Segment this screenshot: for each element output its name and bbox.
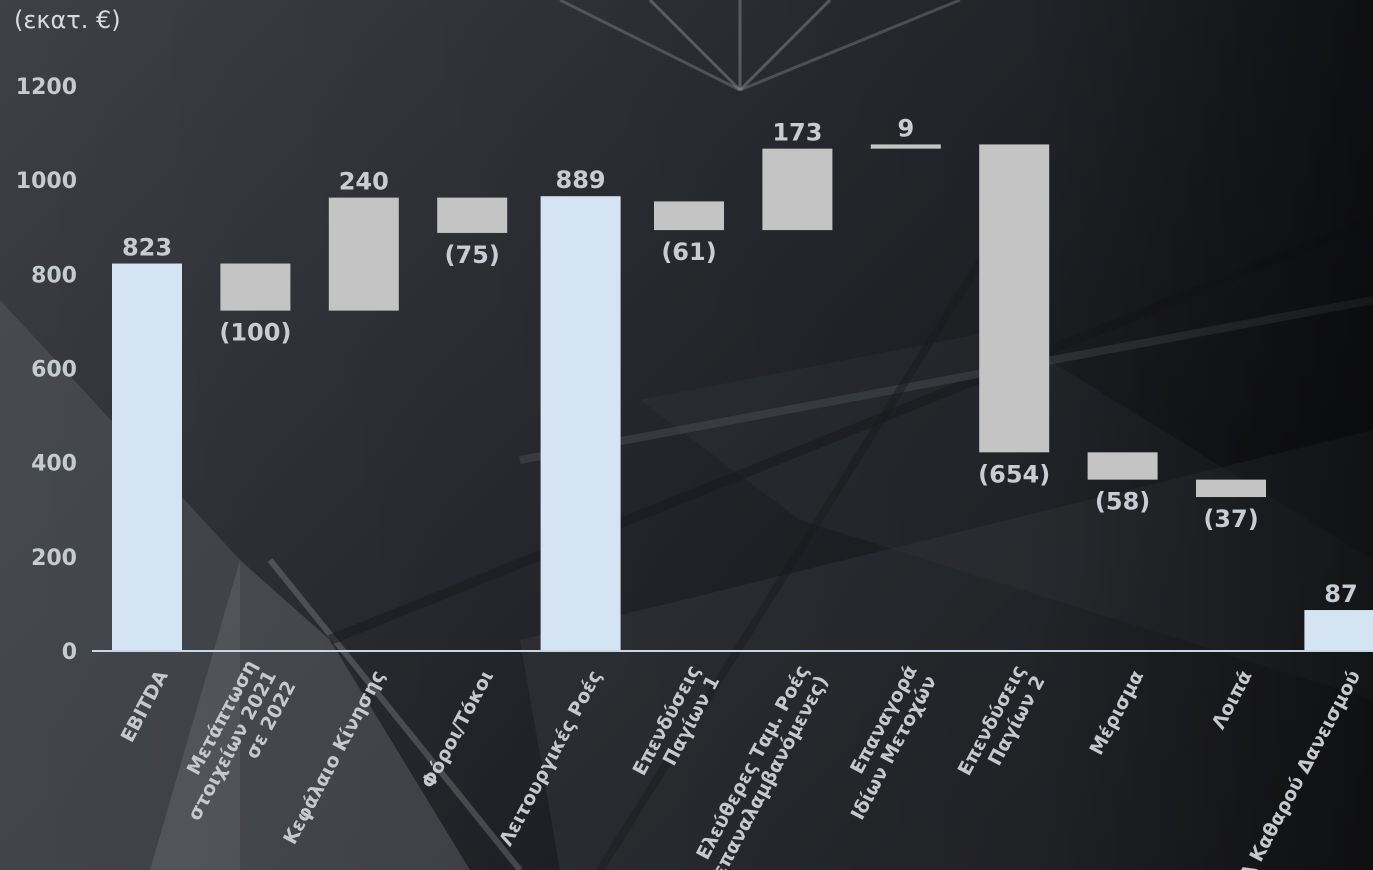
- x-tick-label-12: Δ Καθαρού Δανεισμού: [1236, 667, 1366, 870]
- bar-6: [654, 201, 724, 231]
- data-label-9: (654): [978, 460, 1050, 488]
- svg-text:(επαναλαμβανόμενες): (επαναλαμβανόμενες): [704, 672, 833, 870]
- svg-text:Δ Καθαρού Δανεισμού: Δ Καθαρού Δανεισμού: [1236, 667, 1366, 870]
- bar-1: [112, 263, 182, 651]
- bar-2: [220, 263, 291, 311]
- y-tick-label: 1200: [16, 75, 77, 100]
- svg-text:Μέρισμα: Μέρισμα: [1086, 667, 1149, 759]
- data-label-8: 9: [897, 114, 914, 142]
- y-tick-label: 200: [31, 546, 77, 571]
- data-labels: 823 (100) 240 (75) 889 (61) 173 9 (654) (58) (37) 8…: [122, 114, 1358, 608]
- bar-3: [328, 197, 399, 311]
- y-tick-label: 0: [62, 640, 77, 665]
- bars: [112, 144, 1373, 651]
- data-label-3: 240: [339, 168, 389, 196]
- unit-label: (εκατ. €): [14, 6, 121, 34]
- data-label-5: 889: [556, 166, 606, 194]
- bar-4: [437, 197, 508, 233]
- bar-5: [540, 196, 621, 651]
- bar-9: [979, 144, 1050, 453]
- data-label-11: (37): [1203, 505, 1258, 533]
- bar-10: [1087, 452, 1158, 480]
- data-label-2: (100): [219, 319, 291, 347]
- svg-text:Λοιπά: Λοιπά: [1208, 667, 1257, 733]
- data-label-4: (75): [445, 241, 500, 269]
- x-tick-label-1: EBITDA: [117, 667, 173, 746]
- data-label-10: (58): [1095, 488, 1150, 516]
- data-label-1: 823: [122, 234, 172, 262]
- y-tick-label: 400: [31, 452, 77, 477]
- y-tick-label: 800: [31, 263, 77, 288]
- x-tick-label-4: Φόροι/Τόκοι: [417, 667, 498, 792]
- svg-text:Φόροι/Τόκοι: Φόροι/Τόκοι: [417, 667, 498, 792]
- data-label-7: 173: [772, 119, 822, 147]
- svg-text:EBITDA: EBITDA: [117, 667, 173, 746]
- bar-11: [1196, 479, 1266, 498]
- x-tick-label-10: Μέρισμα: [1086, 667, 1149, 759]
- bar-8: [870, 144, 941, 149]
- x-tick-label-11: Λοιπά: [1208, 667, 1257, 733]
- data-label-6: (61): [661, 238, 716, 266]
- data-label-12: 87: [1324, 580, 1357, 608]
- bar-7: [762, 148, 833, 231]
- y-tick-label: 1000: [16, 169, 77, 194]
- x-tick-label-5: Λειτουργικές Ροές: [495, 667, 606, 850]
- y-tick-label: 600: [31, 358, 77, 383]
- bar-12: [1304, 610, 1373, 651]
- y-axis-ticks: 0 200 400 600 800 1000 1200: [16, 75, 77, 665]
- svg-text:Λειτουργικές Ροές: Λειτουργικές Ροές: [495, 667, 606, 850]
